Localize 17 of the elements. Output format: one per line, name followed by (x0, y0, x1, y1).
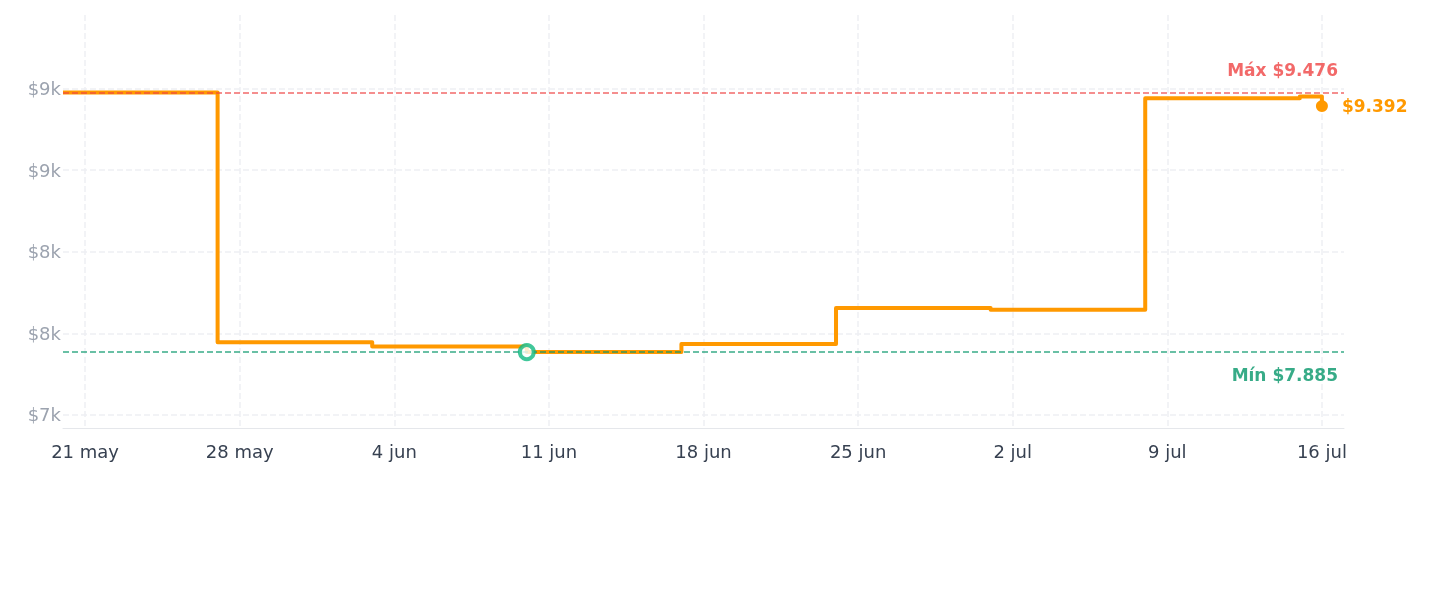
x-tick-label: 4 jun (371, 440, 417, 462)
y-tick-label: $8k (27, 241, 62, 263)
y-tick-label: $9k (27, 77, 62, 99)
y-tick-label: $9k (27, 159, 62, 181)
ref-line-label: Máx $9.476 (1227, 59, 1338, 80)
x-tick-label: 2 jul (993, 440, 1032, 462)
y-tick-label: $8k (27, 322, 62, 344)
x-tick-label: 16 jul (1296, 440, 1347, 462)
x-tick-label: 18 jun (675, 440, 732, 462)
x-tick-label: 28 may (205, 440, 274, 462)
x-tick-label: 21 may (51, 440, 120, 462)
x-tick-label: 11 jun (520, 440, 578, 462)
y-tick-label: $7k (27, 404, 62, 426)
x-tick-label: 9 jul (1148, 440, 1187, 462)
annotation: $9.392 (1341, 96, 1408, 117)
ref-line-label: Mín $7.885 (1231, 364, 1338, 385)
x-tick-label: 25 jun (829, 440, 887, 462)
